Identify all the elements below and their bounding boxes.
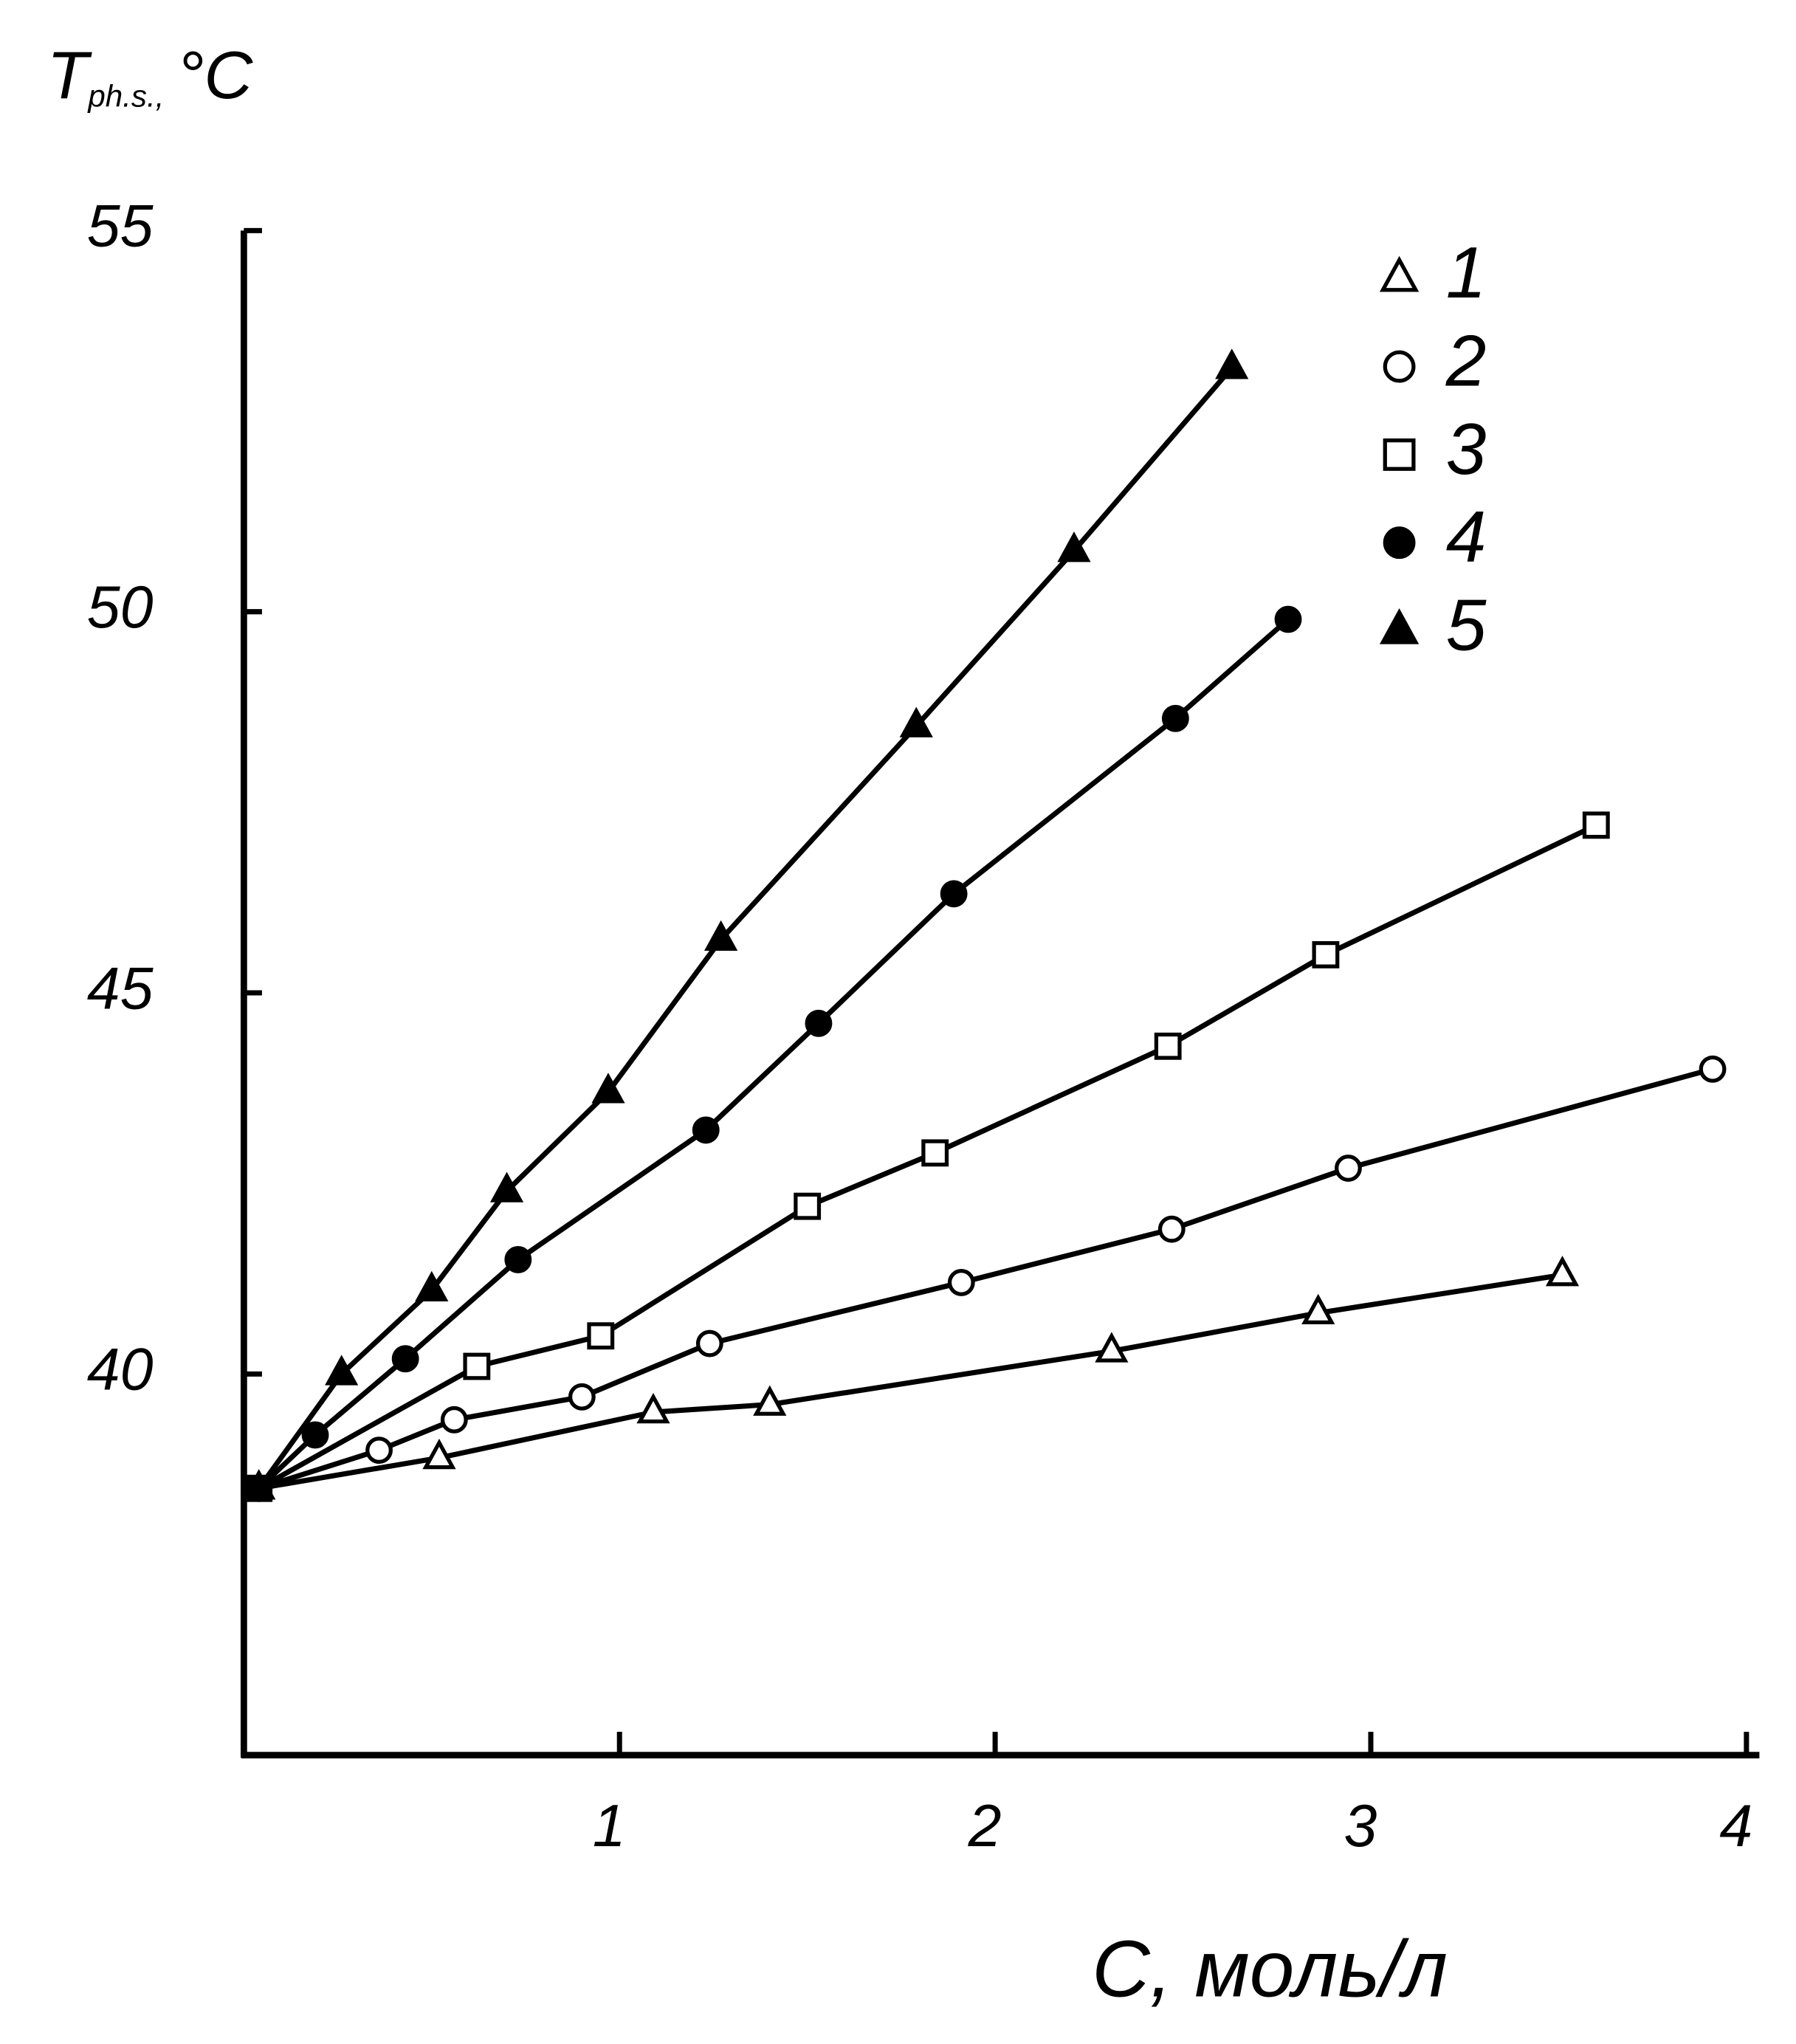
legend-label: 2 [1445,320,1487,402]
data-point [591,1073,625,1104]
y-tick-label: 40 [87,1337,154,1403]
data-point [1157,1215,1186,1243]
legend-marker [1383,438,1416,471]
data-point [692,1116,720,1144]
data-point [422,1438,456,1470]
legend-marker [1379,255,1420,292]
data-point [794,1192,822,1220]
data-point [1057,531,1091,562]
data-point [568,1383,596,1411]
data-point [1154,1032,1182,1060]
data-point [391,1345,419,1373]
data-point [753,1385,787,1416]
legend-label: 5 [1446,585,1487,666]
legend-label: 1 [1446,232,1487,313]
data-point [1582,811,1610,839]
data-point [440,1405,468,1434]
x-tick-label: 2 [968,1793,1002,1859]
series-line [256,365,1234,1490]
y-tick-label: 50 [87,574,154,641]
y-tick-label: 45 [87,955,154,1022]
x-axis-label: C, моль/л [1092,1925,1448,2014]
data-point [1274,605,1302,633]
y-label-main: T [47,38,93,113]
data-point [463,1352,491,1380]
data-point [242,1469,276,1500]
data-point [1215,348,1249,379]
legend-marker [1383,526,1416,560]
legend-label: 4 [1446,496,1487,577]
data-point [504,1246,532,1273]
data-point [1161,704,1189,732]
data-point [921,1139,949,1167]
data-point [1545,1256,1580,1287]
x-tick-label: 1 [593,1793,626,1859]
data-point [636,1392,670,1424]
data-point [587,1322,615,1350]
legend-marker [1379,608,1420,644]
data-point [1095,1332,1129,1363]
data-point [1335,1155,1362,1182]
data-point [940,880,968,908]
data-point [805,1009,833,1037]
data-point [1699,1055,1727,1083]
y-axis-label: Tph.s., °C [47,38,254,114]
data-point [947,1269,975,1296]
x-tick-label: 3 [1344,1793,1377,1859]
data-point [704,920,738,951]
data-point [1301,1293,1335,1325]
x-tick-label: 4 [1719,1793,1752,1859]
data-point [365,1436,393,1465]
data-point [325,1355,359,1386]
data-point [1312,940,1340,968]
data-point [899,706,933,737]
data-point [695,1329,723,1357]
data-point [415,1270,449,1302]
series-line [257,822,1597,1491]
y-label-sub: ph.s., [86,78,164,113]
y-tick-label: 55 [87,193,154,260]
data-point [489,1171,524,1202]
legend-marker [1383,350,1416,383]
legend-label: 3 [1446,408,1487,489]
y-label-unit: °C [177,38,253,113]
data-point [301,1421,329,1449]
